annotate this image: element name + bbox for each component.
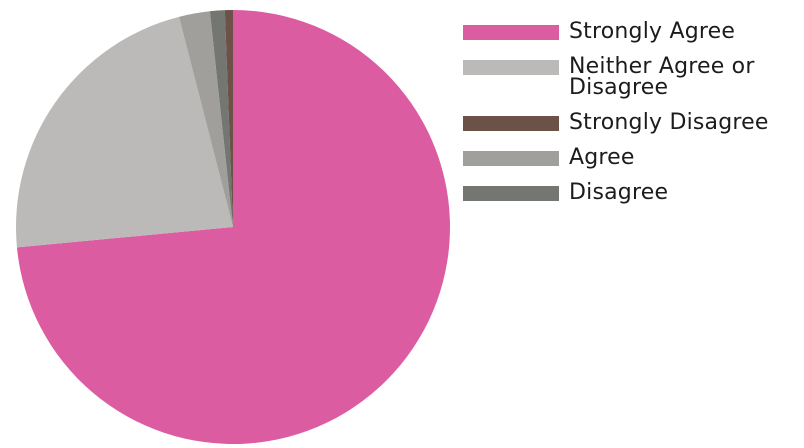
legend-item-disagree: Disagree xyxy=(463,177,803,205)
legend-swatch-disagree xyxy=(463,186,559,201)
pie-slice-agree xyxy=(179,11,233,227)
legend-swatch-neither xyxy=(463,60,559,75)
pie-slice-disagree xyxy=(209,10,233,228)
pie-slice-strongly-agree xyxy=(16,10,450,444)
legend-label-disagree: Disagree xyxy=(569,180,669,205)
legend-item-strongly-agree: Strongly Agree xyxy=(463,16,803,44)
chart-legend: Strongly Agree Neither Agree or Disagree… xyxy=(463,16,803,212)
legend-swatch-agree xyxy=(463,151,559,166)
legend-swatch-strongly-agree xyxy=(463,25,559,40)
legend-item-neither: Neither Agree or Disagree xyxy=(463,51,803,100)
pie-slice-neither-agree-or-disagree xyxy=(15,16,233,248)
pie-slice-strongly-disagree xyxy=(224,9,233,228)
legend-label-strongly-agree: Strongly Agree xyxy=(569,19,736,44)
legend-label-strongly-disagree: Strongly Disagree xyxy=(569,110,769,135)
legend-item-agree: Agree xyxy=(463,142,803,170)
legend-label-agree: Agree xyxy=(569,145,635,170)
legend-swatch-strongly-disagree xyxy=(463,116,559,131)
legend-label-neither: Neither Agree or Disagree xyxy=(569,54,755,100)
legend-item-strongly-disagree: Strongly Disagree xyxy=(463,107,803,135)
